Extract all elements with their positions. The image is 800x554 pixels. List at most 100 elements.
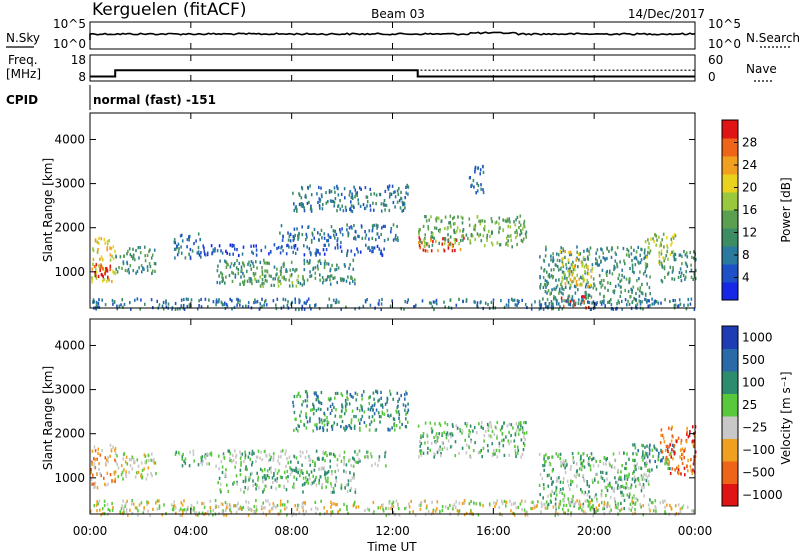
velocity-cell (320, 401, 323, 406)
power-cell (625, 277, 628, 281)
velocity-cell (632, 443, 634, 447)
velocity-cell (155, 472, 157, 476)
power-cell (106, 240, 109, 244)
power-cell (634, 263, 637, 267)
power-cell (561, 259, 563, 263)
velocity-cell (507, 439, 510, 443)
velocity-cell (273, 473, 275, 478)
velocity-cell (436, 450, 439, 454)
velocity-cell (385, 513, 388, 517)
power-cell (453, 215, 455, 219)
velocity-cell (183, 459, 185, 463)
velocity-cell (682, 504, 685, 508)
velocity-cell (398, 420, 401, 424)
velocity-cell (131, 499, 133, 503)
power-cell (372, 226, 374, 230)
velocity-cell (667, 466, 669, 470)
power-cell (558, 289, 561, 293)
velocity-cell (281, 449, 284, 453)
velocity-cell (103, 499, 106, 503)
power-cell (561, 276, 564, 280)
power-cell (641, 300, 643, 304)
power-cell (306, 299, 308, 303)
power-cell (576, 245, 578, 249)
power-cell (576, 273, 578, 277)
power-colorbar-swatch (722, 282, 738, 301)
power-cell (323, 261, 326, 266)
power-cell (672, 298, 674, 303)
velocity-cell (630, 508, 632, 512)
power-cell (264, 274, 266, 279)
power-cell (282, 235, 284, 239)
velocity-cell (624, 466, 626, 470)
power-cell (628, 302, 631, 306)
velocity-cell (602, 462, 605, 466)
power-cell (371, 229, 374, 233)
velocity-cell (296, 503, 299, 507)
velocity-cell (593, 495, 596, 499)
power-cell (106, 269, 109, 273)
power-cell (521, 240, 524, 244)
velocity-cell (449, 503, 451, 508)
velocity-cell (378, 398, 381, 402)
velocity-cell (524, 437, 526, 442)
velocity-cell (431, 500, 433, 504)
velocity-cell (595, 509, 597, 513)
velocity-cell (379, 420, 381, 424)
power-cell (330, 225, 333, 229)
power-cell (514, 223, 516, 227)
power-cell (644, 240, 647, 244)
power-cell (465, 233, 468, 237)
velocity-cell (583, 451, 585, 456)
power-cell (575, 258, 578, 262)
power-cell (174, 301, 177, 306)
velocity-cell (140, 474, 142, 478)
power-cell (109, 268, 111, 272)
power-cell (381, 253, 384, 257)
power-cell (315, 253, 317, 257)
velocity-colorbar-tick-label: −100 (742, 443, 775, 457)
velocity-cell (361, 408, 363, 412)
velocity-cell (634, 451, 637, 456)
power-cell (118, 304, 121, 308)
power-cell (426, 242, 429, 246)
velocity-cell (334, 391, 337, 396)
power-cell (384, 224, 386, 228)
power-cell (312, 266, 315, 270)
power-cell (458, 242, 460, 246)
velocity-cell (278, 462, 281, 466)
power-cell (593, 282, 595, 286)
power-cell (521, 298, 523, 302)
velocity-cell (322, 456, 324, 460)
velocity-cell (644, 445, 646, 449)
velocity-cell (444, 421, 446, 425)
power-cell (136, 269, 139, 273)
power-cell (471, 183, 473, 187)
power-cell (106, 241, 109, 245)
velocity-cell (229, 452, 232, 456)
power-cell (522, 237, 525, 241)
velocity-cell (674, 468, 676, 472)
velocity-cell (550, 494, 552, 498)
power-cell (250, 277, 252, 281)
velocity-cell (324, 470, 326, 474)
velocity-cell (303, 501, 305, 505)
velocity-cell (605, 458, 608, 462)
power-cell (620, 285, 622, 289)
power-cell (518, 299, 520, 304)
power-cell (252, 261, 254, 265)
velocity-cell (192, 452, 195, 456)
velocity-cell (333, 502, 335, 506)
power-cell (105, 279, 108, 283)
power-cell (292, 235, 295, 239)
power-cell (583, 299, 585, 303)
velocity-cell (91, 482, 93, 486)
power-cell (646, 282, 648, 286)
power-cell (353, 236, 355, 241)
velocity-cell (629, 492, 631, 496)
power-cell (424, 215, 426, 219)
velocity-cell (567, 497, 569, 501)
power-cell (601, 283, 604, 287)
velocity-cell (583, 492, 586, 496)
